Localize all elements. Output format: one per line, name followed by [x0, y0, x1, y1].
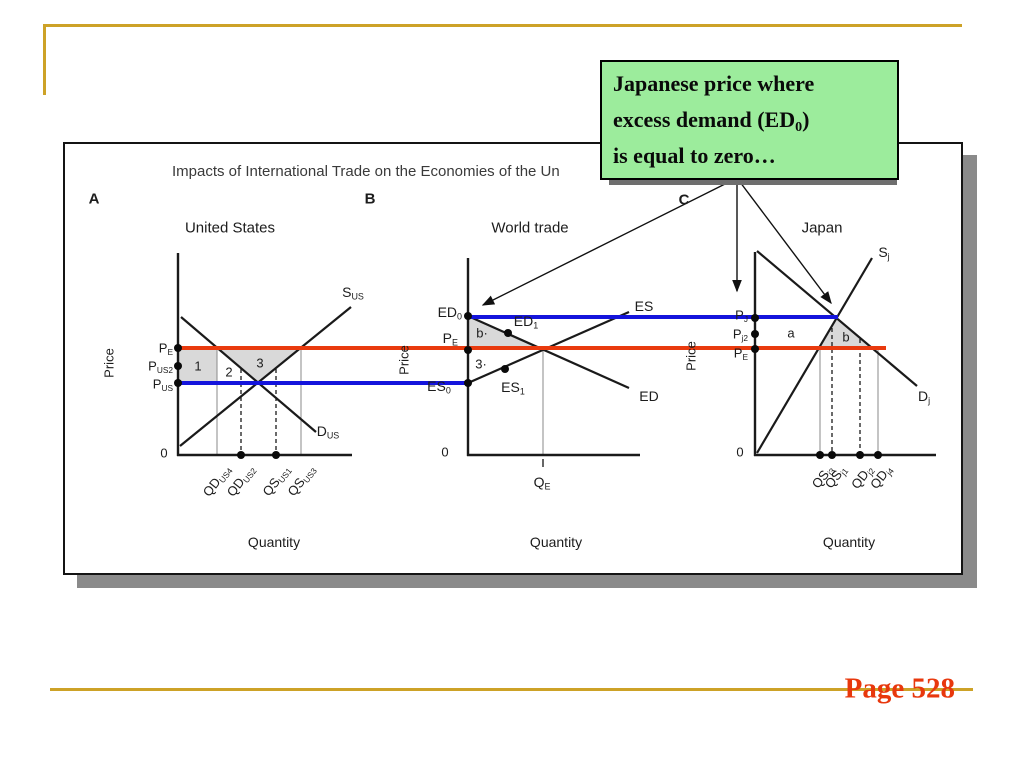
top-rule [43, 24, 962, 27]
panel-c-demand-label: Dj [917, 388, 931, 406]
panel-b-es-curve-label: ES [634, 298, 654, 314]
panel-b-ed-curve-label: ED [639, 388, 659, 404]
panel-a-demand-label: DUS [316, 423, 340, 441]
panel-a-price-pe: PE [158, 340, 173, 357]
panel-c-supply-label: Sj [878, 244, 890, 262]
panel-c-region-a: a [787, 325, 795, 341]
panel-b-ylabel: Price [396, 345, 412, 375]
panel-c-region-b: b [842, 329, 850, 345]
callout-box: Japanese price where excess demand (ED0)… [600, 60, 899, 180]
panel-a-origin: 0 [160, 445, 168, 461]
panel-b-ed1-label: ED1 [513, 313, 539, 331]
left-corner-rule [43, 24, 46, 95]
panel-c-price-pj: PJ [735, 307, 748, 324]
panel-c-price-pe: PE [733, 345, 748, 362]
panel-b-es0-label: ES0 [427, 378, 451, 396]
panel-b-title: World trade [491, 219, 569, 237]
panel-a-price-pus2: PUS2 [148, 358, 173, 375]
panel-c-title: Japan [801, 219, 843, 237]
panel-a-letter: A [88, 190, 100, 208]
panel-a-price-pus: PUS [152, 376, 173, 393]
panel-b-point-b: b· [476, 325, 488, 341]
panel-c-origin: 0 [736, 444, 744, 460]
panel-a-region-3: 3 [256, 355, 264, 371]
page-number: Page 528 [844, 672, 955, 705]
callout-line-2: excess demand (ED0) [613, 107, 810, 136]
panel-c-xlabel: Quantity [822, 534, 876, 550]
panel-a-xlabel: Quantity [247, 534, 301, 550]
panel-a-region-2: 2 [225, 364, 233, 380]
panel-a-supply-label: SUS [342, 284, 364, 302]
panel-a-title: United States [184, 219, 276, 237]
panel-c-ylabel: Price [683, 341, 699, 371]
panel-b-qe-label: QE [533, 474, 551, 492]
panel-b-origin: 0 [441, 444, 449, 460]
panel-b-es1-label: ES1 [501, 379, 525, 397]
panel-b-xlabel: Quantity [529, 534, 583, 550]
panel-a-ylabel: Price [101, 348, 117, 378]
callout-line-3: is equal to zero… [613, 143, 776, 168]
panel-b-letter: B [364, 190, 376, 208]
figure-title: Impacts of International Trade on the Ec… [172, 163, 560, 180]
panel-c-letter: C [678, 191, 690, 209]
panel-b-point-3: 3· [475, 356, 487, 372]
panel-a-region-1: 1 [194, 358, 202, 374]
panel-b-ed0-label: ED0 [437, 304, 462, 322]
bottom-rule [50, 688, 973, 691]
panel-b-pe-label: PE [442, 330, 458, 348]
panel-c-price-pj2: Pj2 [732, 326, 748, 343]
callout-line-1: Japanese price where [613, 71, 815, 96]
